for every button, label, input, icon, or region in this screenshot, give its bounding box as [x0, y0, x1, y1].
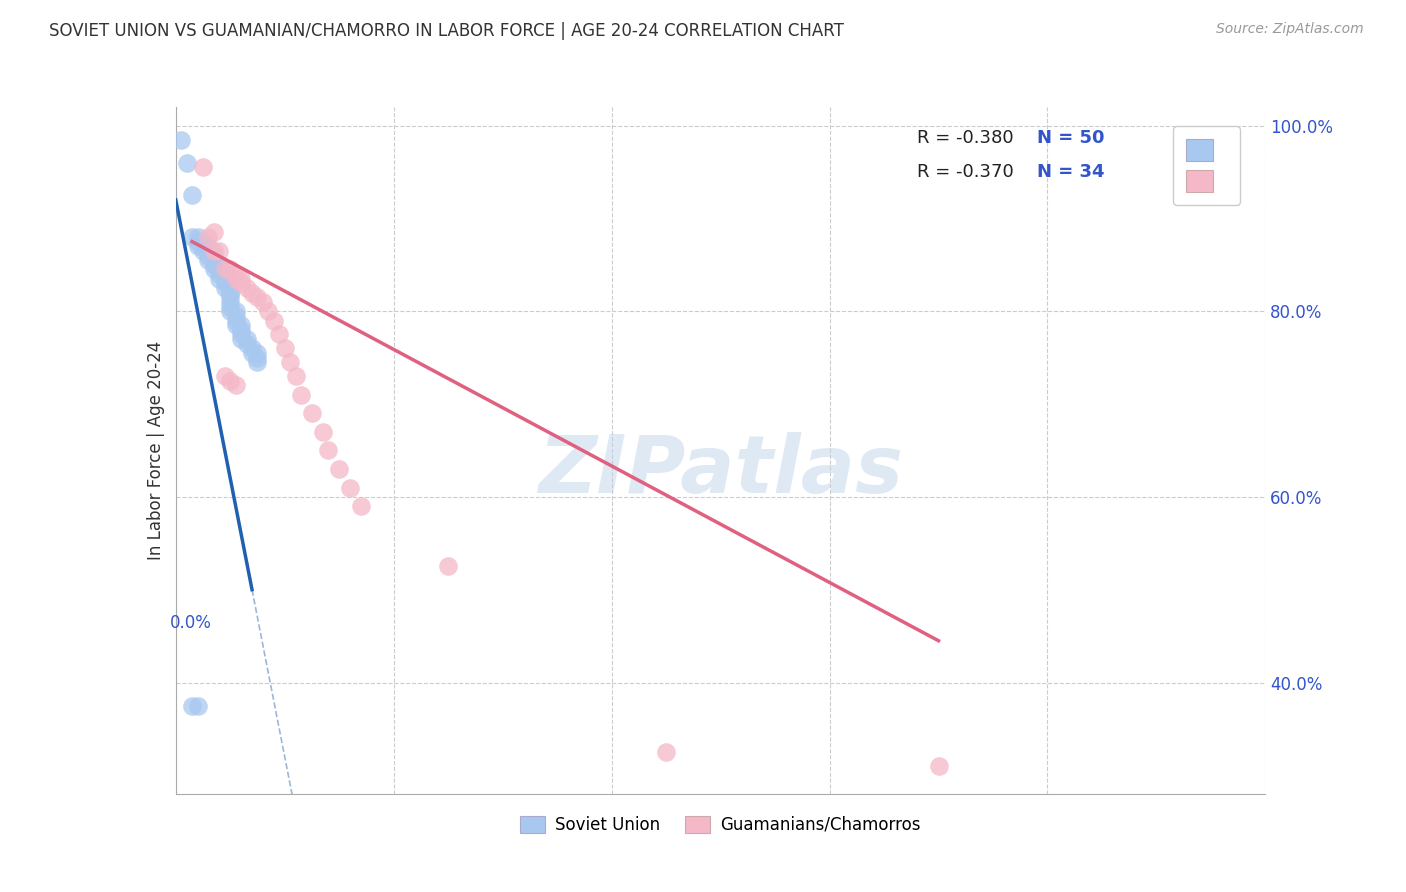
- Y-axis label: In Labor Force | Age 20-24: In Labor Force | Age 20-24: [146, 341, 165, 560]
- Point: [225, 267, 247, 281]
- Point: [197, 230, 219, 244]
- Point: [186, 235, 209, 249]
- Point: [231, 327, 253, 342]
- Point: [246, 346, 269, 360]
- Point: [197, 244, 219, 258]
- Point: [225, 313, 247, 327]
- Point: [231, 271, 253, 285]
- Point: [231, 318, 253, 333]
- Point: [208, 267, 231, 281]
- Point: [284, 369, 307, 384]
- Text: R = -0.380: R = -0.380: [917, 129, 1014, 147]
- Point: [655, 745, 678, 759]
- Point: [225, 378, 247, 392]
- Point: [269, 327, 291, 342]
- Text: SOVIET UNION VS GUAMANIAN/CHAMORRO IN LABOR FORCE | AGE 20-24 CORRELATION CHART: SOVIET UNION VS GUAMANIAN/CHAMORRO IN LA…: [49, 22, 844, 40]
- Point: [350, 499, 373, 513]
- Point: [235, 336, 257, 351]
- Point: [191, 239, 214, 253]
- Point: [208, 244, 231, 258]
- Point: [219, 285, 242, 300]
- Point: [214, 369, 236, 384]
- Point: [214, 277, 236, 291]
- Point: [219, 262, 242, 277]
- Point: [235, 281, 257, 295]
- Point: [240, 342, 263, 356]
- Point: [246, 290, 269, 304]
- Point: [202, 258, 225, 272]
- Point: [202, 253, 225, 268]
- Point: [170, 132, 193, 146]
- Point: [214, 262, 236, 277]
- Point: [225, 304, 247, 318]
- Point: [214, 267, 236, 281]
- Point: [257, 304, 280, 318]
- Point: [208, 258, 231, 272]
- Point: [197, 248, 219, 262]
- Point: [219, 290, 242, 304]
- Point: [246, 351, 269, 365]
- Point: [235, 332, 257, 346]
- Point: [219, 304, 242, 318]
- Point: [278, 355, 301, 369]
- Point: [301, 406, 323, 420]
- Text: N = 50: N = 50: [1036, 129, 1104, 147]
- Point: [437, 559, 460, 574]
- Point: [225, 309, 247, 323]
- Point: [290, 388, 312, 402]
- Point: [231, 332, 253, 346]
- Point: [231, 277, 253, 291]
- Text: R = -0.370: R = -0.370: [917, 163, 1014, 181]
- Point: [339, 481, 361, 495]
- Point: [219, 300, 242, 314]
- Point: [197, 239, 219, 253]
- Point: [928, 759, 950, 773]
- Point: [263, 313, 285, 327]
- Point: [214, 271, 236, 285]
- Point: [208, 262, 231, 277]
- Point: [202, 244, 225, 258]
- Point: [231, 323, 253, 337]
- Point: [191, 244, 214, 258]
- Point: [240, 346, 263, 360]
- Point: [252, 295, 274, 310]
- Point: [225, 318, 247, 333]
- Point: [181, 230, 204, 244]
- Point: [240, 285, 263, 300]
- Text: 0.0%: 0.0%: [170, 614, 212, 632]
- Point: [214, 281, 236, 295]
- Point: [181, 188, 204, 202]
- Point: [225, 271, 247, 285]
- Point: [186, 230, 209, 244]
- Point: [328, 462, 350, 476]
- Text: N = 34: N = 34: [1036, 163, 1104, 181]
- Legend: Soviet Union, Guamanians/Chamorros: Soviet Union, Guamanians/Chamorros: [513, 809, 928, 840]
- Point: [202, 262, 225, 277]
- Point: [219, 285, 242, 300]
- Point: [202, 225, 225, 239]
- Point: [312, 425, 335, 439]
- Point: [219, 374, 242, 388]
- Point: [176, 155, 198, 169]
- Point: [181, 698, 204, 713]
- Point: [208, 271, 231, 285]
- Point: [191, 235, 214, 249]
- Point: [186, 239, 209, 253]
- Point: [186, 698, 209, 713]
- Point: [274, 342, 297, 356]
- Point: [202, 248, 225, 262]
- Point: [246, 355, 269, 369]
- Point: [197, 253, 219, 268]
- Point: [219, 295, 242, 310]
- Point: [318, 443, 340, 458]
- Point: [219, 281, 242, 295]
- Point: [191, 161, 214, 175]
- Text: Source: ZipAtlas.com: Source: ZipAtlas.com: [1216, 22, 1364, 37]
- Text: ZIPatlas: ZIPatlas: [538, 432, 903, 510]
